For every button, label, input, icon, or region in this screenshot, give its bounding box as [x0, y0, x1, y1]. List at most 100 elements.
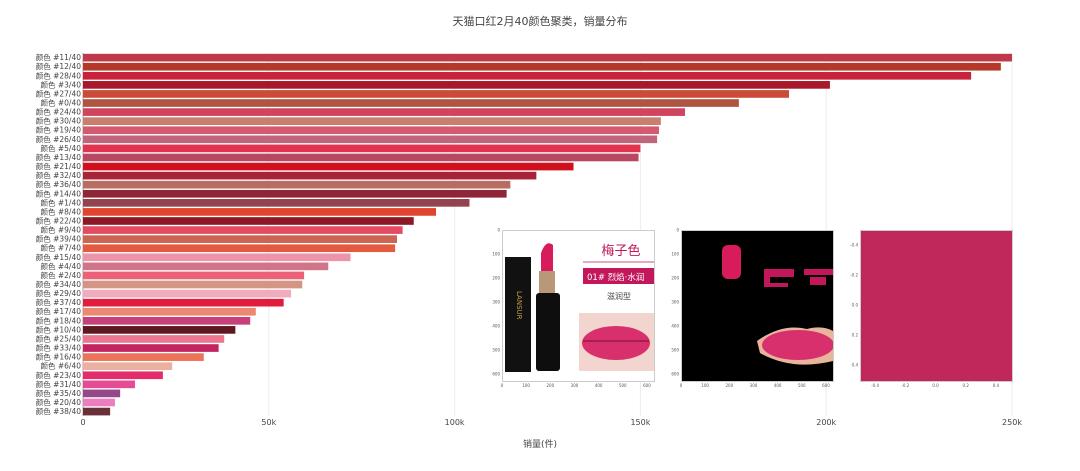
inset-x-tick: 100	[522, 383, 530, 388]
y-tick-label: 颜色 #32/40	[36, 170, 82, 180]
y-tick-label: 颜色 #14/40	[36, 188, 82, 198]
y-tick-label: 颜色 #27/40	[36, 88, 82, 98]
bar[interactable]	[83, 244, 396, 253]
bar[interactable]	[83, 344, 219, 352]
y-tick-label: 颜色 #24/40	[36, 107, 82, 117]
y-tick-label: 颜色 #28/40	[36, 70, 82, 80]
bar[interactable]	[83, 81, 830, 89]
bar[interactable]	[83, 353, 204, 361]
inset-x-tick: 500	[798, 383, 806, 388]
bar[interactable]	[83, 262, 329, 271]
bar[interactable]	[83, 307, 256, 316]
y-tick-label: 颜色 #36/40	[36, 179, 82, 189]
shade-title: 梅子色	[601, 243, 640, 259]
y-tick-label: 颜色 #13/40	[36, 152, 82, 162]
x-tick-label: 50k	[261, 418, 276, 427]
y-tick-label: 颜色 #7/40	[40, 243, 81, 253]
inset-y-tick: 400	[492, 324, 500, 329]
bar[interactable]	[83, 126, 659, 135]
bar[interactable]	[83, 289, 292, 298]
x-tick-label: 150k	[630, 418, 650, 427]
bar[interactable]	[83, 407, 111, 416]
y-tick-label: 颜色 #9/40	[40, 225, 81, 235]
bar[interactable]	[83, 90, 790, 98]
lips	[582, 326, 650, 360]
bar[interactable]	[83, 162, 574, 171]
bar[interactable]	[83, 153, 639, 162]
bar[interactable]	[83, 380, 136, 389]
bar[interactable]	[83, 62, 1001, 71]
chart-title: 天猫口红2月40颜色聚类，销量分布	[452, 15, 628, 28]
bar[interactable]	[83, 326, 236, 334]
y-tick-label: 颜色 #34/40	[36, 279, 82, 289]
inset-x-tick: 600	[822, 383, 830, 388]
inset-x-tick: 0.0	[932, 383, 939, 388]
bar[interactable]	[83, 298, 284, 307]
y-tick-label: 颜色 #35/40	[36, 388, 82, 398]
y-tick-labels: 颜色 #11/40颜色 #12/40颜色 #28/40颜色 #3/40颜色 #2…	[36, 52, 82, 416]
inset-y-tick: 400	[671, 324, 679, 329]
inset-x-tick: 400	[774, 383, 782, 388]
inset-x-tick: 300	[571, 383, 579, 388]
bar[interactable]	[83, 99, 739, 107]
bar[interactable]	[83, 71, 972, 80]
bar[interactable]	[83, 253, 351, 262]
inset-x-tick: 200	[546, 383, 554, 388]
y-tick-label: 颜色 #37/40	[36, 297, 82, 307]
inset-y-tick: 500	[492, 348, 500, 353]
inset-x-tick: 500	[619, 383, 627, 388]
bar[interactable]	[83, 389, 121, 398]
bar[interactable]	[83, 108, 685, 116]
bar[interactable]	[83, 271, 305, 280]
y-tick-label: 颜色 #1/40	[40, 197, 81, 207]
y-tick-label: 颜色 #22/40	[36, 215, 82, 225]
x-tick-label: 100k	[445, 418, 465, 427]
y-tick-label: 颜色 #4/40	[40, 261, 81, 271]
inset-x-tick: -0.4	[871, 383, 879, 388]
bar[interactable]	[83, 371, 163, 380]
y-tick-label: 颜色 #6/40	[40, 361, 81, 371]
inset-y-tick: 300	[492, 300, 500, 305]
inset-x-tick: 300	[750, 383, 758, 388]
bar[interactable]	[83, 280, 303, 289]
y-tick-label: 颜色 #19/40	[36, 125, 82, 135]
product-photo: LANSUR 梅子色 01# 烈焰·水润 滋润型	[505, 243, 654, 372]
bar[interactable]	[83, 208, 437, 216]
bar[interactable]	[83, 180, 511, 189]
y-tick-label: 颜色 #21/40	[36, 161, 82, 171]
bar[interactable]	[83, 362, 173, 371]
bars	[83, 53, 1012, 416]
inset-x-tick: 600	[643, 383, 651, 388]
y-tick-label: 颜色 #23/40	[36, 370, 82, 380]
bar[interactable]	[83, 135, 658, 144]
y-tick-label: 颜色 #31/40	[36, 379, 82, 389]
bar[interactable]	[83, 171, 537, 180]
y-tick-label: 颜色 #38/40	[36, 406, 82, 416]
bar[interactable]	[83, 398, 115, 407]
inset-color-swatch: -0.4 -0.2 0.0 0.2 0.4 -0.4 -0.2 0.0 0.2 0.4	[848, 224, 1018, 396]
y-tick-label: 颜色 #10/40	[36, 324, 82, 334]
inset-x-tick: 0	[501, 383, 504, 388]
bar[interactable]	[83, 199, 470, 207]
inset-x-tick: 400	[595, 383, 603, 388]
bar[interactable]	[83, 53, 1012, 62]
y-tick-label: 颜色 #33/40	[36, 343, 82, 353]
y-tick-label: 颜色 #3/40	[40, 79, 81, 89]
mask-photo	[722, 245, 833, 365]
bar[interactable]	[83, 117, 661, 125]
bar[interactable]	[83, 144, 641, 153]
bar[interactable]	[83, 226, 403, 234]
y-tick-label: 颜色 #11/40	[36, 52, 82, 62]
dominant-color-swatch	[860, 230, 1013, 382]
bar[interactable]	[83, 335, 225, 343]
bar[interactable]	[83, 217, 414, 225]
bar[interactable]	[83, 316, 251, 325]
inset-y-tick: 200	[671, 276, 679, 281]
lipstick-case	[505, 257, 531, 372]
bar[interactable]	[83, 189, 507, 198]
inset-y-tick: 600	[671, 372, 679, 377]
bar[interactable]	[83, 235, 398, 243]
y-tick-label: 颜色 #18/40	[36, 315, 82, 325]
x-tick-label: 250k	[1002, 418, 1022, 427]
